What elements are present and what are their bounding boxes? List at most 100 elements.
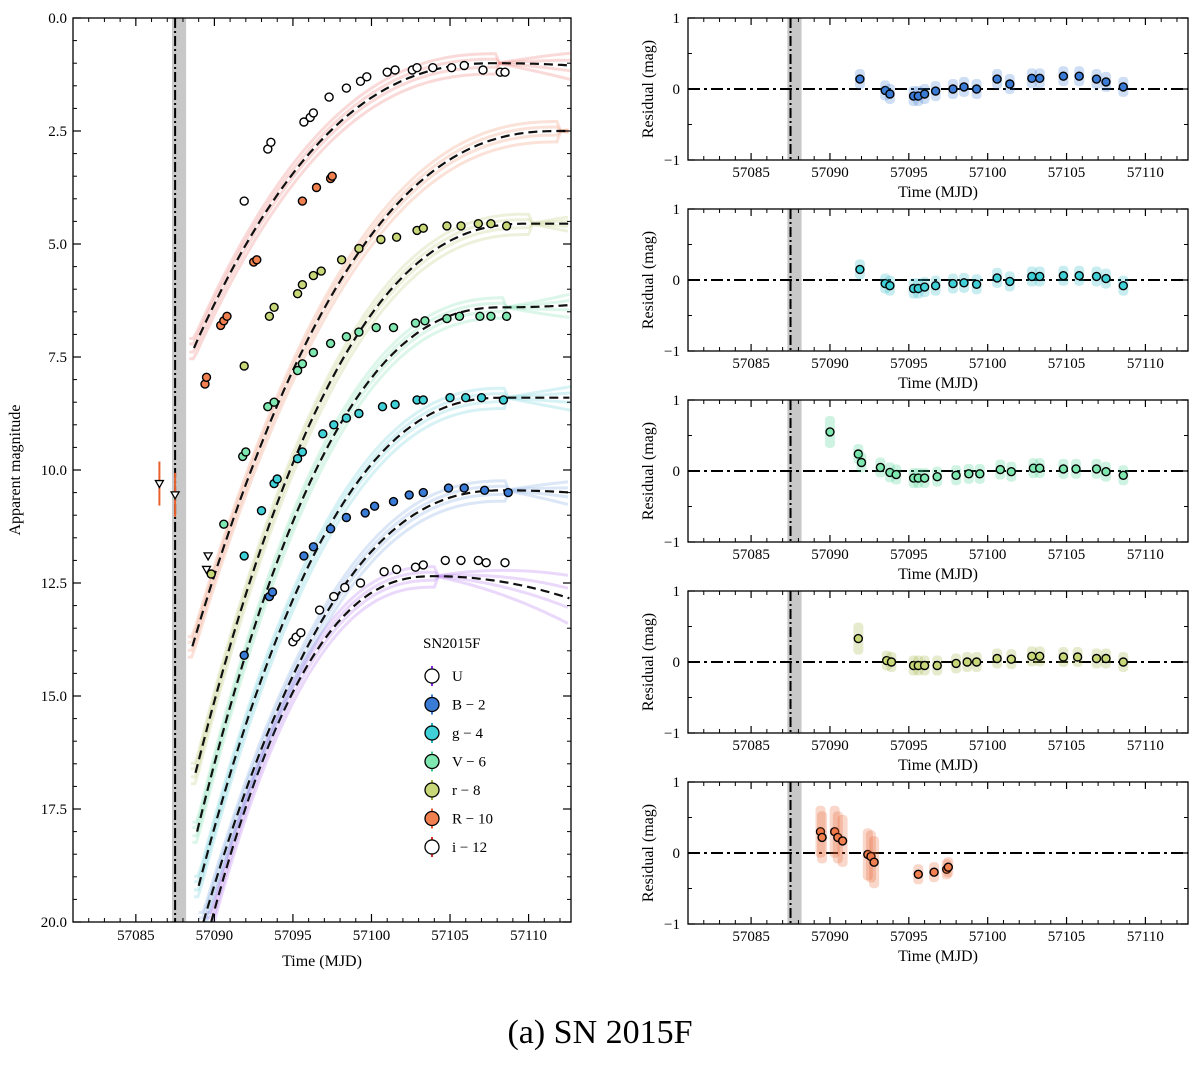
main-xtick-label: 57105	[431, 928, 469, 944]
data-point-2-10	[377, 402, 388, 412]
res-ytick-label: −1	[664, 344, 680, 360]
res-xtick-label: 57095	[890, 547, 928, 563]
residual-point-14	[1006, 467, 1016, 477]
data-point-6-11	[390, 65, 400, 75]
res-ytick-label: 1	[673, 202, 681, 218]
residual-points	[853, 622, 1129, 676]
residual-point-11	[943, 862, 953, 872]
residual-point-17	[1101, 77, 1111, 87]
data-point-4-11	[391, 232, 402, 242]
residual-point-6	[930, 86, 941, 96]
explosion-band	[787, 18, 802, 160]
upper-limit-0-0	[154, 479, 165, 489]
residual-point-5	[919, 282, 930, 292]
data-point-4-8	[336, 255, 347, 265]
residual-point-11	[1005, 276, 1015, 287]
legend-label-6: i − 12	[452, 840, 487, 856]
data-point-3-3	[263, 402, 273, 412]
model-sample-4-1	[190, 218, 569, 771]
data-point-1-12	[443, 483, 454, 493]
data-point-6-17	[478, 65, 488, 75]
res-ytick-label: −1	[664, 917, 680, 933]
main-lightcurve-panel: 57085 57090 57095 57100 57105 57110 0.0 2.5 5.0 7…	[7, 11, 572, 970]
data-point-6-6	[324, 92, 334, 102]
legend-label-1: B − 2	[452, 698, 485, 714]
legend-label-3: V − 6	[452, 755, 487, 771]
residual-point-16	[1091, 271, 1102, 282]
res-xtick-label: 57110	[1127, 356, 1164, 372]
legend-title: SN2015F	[423, 636, 481, 652]
res-ytick-label: 0	[673, 464, 681, 480]
data-point-2-11	[390, 399, 400, 410]
data-point-0-14	[481, 558, 491, 568]
residual-point-5	[919, 660, 930, 671]
explosion-band	[787, 782, 802, 924]
main-xtick-label: 57090	[196, 928, 234, 944]
data-point-0-2	[296, 628, 306, 638]
data-point-4-15	[456, 221, 466, 231]
upper-limit-0-1	[169, 491, 181, 501]
residual-point-7	[869, 857, 879, 867]
residual-point-0	[825, 427, 835, 437]
residual-point-17	[1101, 653, 1111, 664]
model-sample-4-3	[190, 222, 569, 786]
model-best-fit-3	[196, 303, 571, 832]
main-xlabel: Time (MJD)	[282, 953, 362, 970]
residual-point-6	[932, 660, 942, 671]
residual-point-5	[891, 469, 901, 480]
residual-point-5	[919, 89, 930, 99]
residual-point-6	[930, 281, 941, 291]
residual-point-9	[932, 472, 942, 482]
res-xtick-label: 57105	[1048, 547, 1086, 563]
res-xtick-label: 57085	[732, 356, 770, 372]
data-point-6-8	[355, 76, 366, 87]
explosion-band	[787, 400, 802, 542]
legend: SN2015F U B − 2 g − 4 V − 6 r − 8 R − 10 i − 12	[423, 636, 493, 857]
res-xtick-label: 57105	[1048, 165, 1086, 181]
legend-label-5: R − 10	[452, 812, 493, 828]
data-point-3-5	[292, 365, 303, 376]
res-ytick-label: 1	[673, 11, 681, 27]
data-point-1-6	[341, 512, 352, 523]
data-point-6-16	[459, 60, 469, 71]
residual-point-2	[886, 657, 897, 667]
main-ytick-label: 10.0	[41, 463, 67, 479]
data-point-3-15	[442, 313, 452, 324]
main-ytick-label: 12.5	[41, 576, 67, 592]
model-sample-0-2	[210, 574, 569, 922]
res-xlabel: Time (MJD)	[898, 566, 978, 583]
residual-point-13	[1034, 271, 1045, 282]
residual-point-17	[1058, 464, 1069, 474]
residual-points	[824, 415, 1129, 489]
residual-point-12	[975, 469, 985, 479]
res-xtick-label: 57110	[1127, 738, 1164, 754]
residual-point-8	[962, 657, 972, 667]
data-point-6-14	[428, 62, 438, 73]
res-xtick-label: 57110	[1127, 547, 1164, 563]
main-xtick-label: 57095	[274, 928, 312, 944]
model-sample-1-3	[204, 489, 569, 922]
residual-point-12	[1027, 271, 1037, 282]
data-point-3-14	[420, 316, 430, 326]
data-point-3-7	[308, 347, 319, 358]
res-ytick-label: 1	[673, 775, 681, 791]
data-point-2-4	[292, 454, 303, 464]
residual-points	[854, 66, 1129, 107]
main-ylabel: Apparent magnitude	[7, 404, 24, 535]
legend-marker-4	[424, 782, 440, 798]
residual-point-7	[948, 278, 958, 289]
residual-point-13	[995, 464, 1005, 475]
data-point-2-15	[461, 393, 471, 403]
res-xtick-label: 57100	[969, 738, 1007, 754]
res-xtick-label: 57110	[1127, 165, 1164, 181]
data-point-5-1	[201, 372, 212, 382]
res-ytick-label: 0	[673, 273, 681, 289]
data-point-4-3	[269, 302, 279, 312]
res-xtick-label: 57110	[1127, 929, 1164, 945]
data-point-1-7	[360, 508, 370, 518]
data-point-1-14	[479, 485, 490, 495]
data-point-6-9	[362, 72, 372, 82]
residual-point-8	[919, 473, 930, 483]
data-point-5-4	[222, 311, 232, 321]
